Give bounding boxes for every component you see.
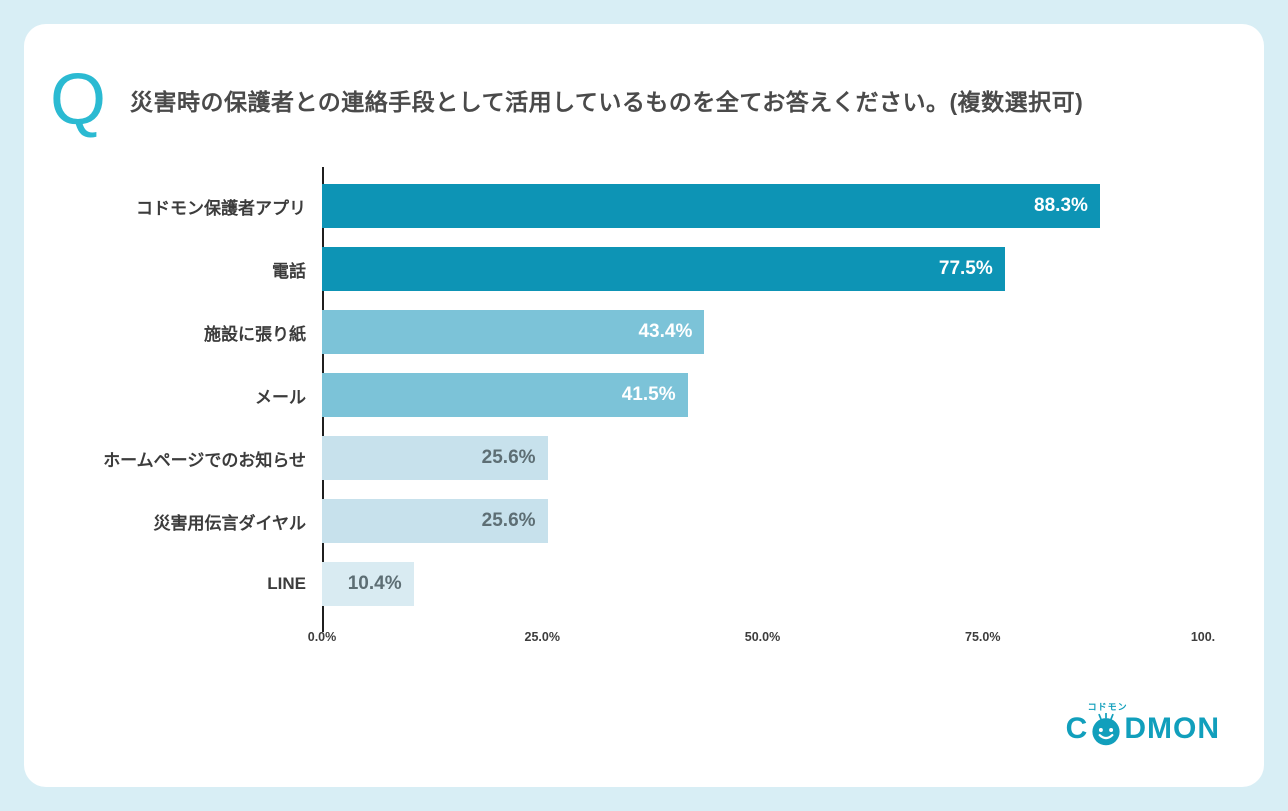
bar: 43.4%: [322, 310, 705, 355]
x-axis-ticks: 0.0% 25.0% 50.0% 75.0% 100.: [308, 628, 1215, 662]
bar-value-label: 25.6%: [481, 510, 536, 532]
x-tick-label: 0.0%: [307, 629, 337, 644]
x-tick-label: 75.0%: [965, 629, 1001, 644]
bar-value-label: 77.5%: [938, 258, 993, 280]
survey-card: Q 災害時の保護者との連絡手段として活用しているものを全てお答えください。(複数…: [24, 24, 1264, 787]
plot-cell: 25.6%: [322, 490, 1203, 553]
bar-value-label: 88.3%: [1034, 195, 1088, 217]
bar-chart: コドモン保護者アプリ 88.3% 電話 77.5% 施設に張り紙 43.4% メ…: [24, 166, 1264, 662]
chart-row: 施設に張り紙 43.4%: [24, 301, 1264, 364]
codmon-logo-text-dmon: DMON: [1124, 712, 1220, 745]
plot-cell: 25.6%: [322, 427, 1203, 490]
plot-cell: 77.5%: [322, 238, 1203, 301]
bar-category-label: ホームページでのお知らせ: [103, 450, 306, 470]
bar-category-label: 電話: [272, 261, 306, 281]
question-icon: Q: [50, 60, 107, 140]
bar-category-label: メール: [255, 387, 306, 407]
codmon-logo-kana: コドモン: [1087, 702, 1128, 712]
plot-cell: 10.4%: [322, 553, 1203, 616]
codmon-logo: コドモン C DMON: [1065, 702, 1220, 747]
chart-row: コドモン保護者アプリ 88.3%: [24, 175, 1264, 238]
bar-value-label: 25.6%: [481, 447, 536, 469]
x-tick-label: 50.0%: [744, 629, 781, 644]
plot-cell: 43.4%: [322, 301, 1203, 364]
bar-rows: コドモン保護者アプリ 88.3% 電話 77.5% 施設に張り紙 43.4% メ…: [24, 175, 1264, 616]
bar-value-label: 43.4%: [638, 321, 693, 343]
bar-category-label: コドモン保護者アプリ: [136, 198, 306, 218]
question-title: 災害時の保護者との連絡手段として活用しているものを全てお答えください。(複数選択…: [130, 89, 1084, 116]
bar-category-label: 災害用伝言ダイヤル: [153, 513, 307, 533]
chart-row: LINE 10.4%: [24, 553, 1264, 616]
bar: 25.6%: [322, 499, 548, 544]
chart-row: メール 41.5%: [24, 364, 1264, 427]
bar: 25.6%: [322, 436, 548, 481]
chart-row: ホームページでのお知らせ 25.6%: [24, 427, 1264, 490]
bar: 77.5%: [322, 247, 1005, 292]
codmon-face-icon: [1092, 713, 1120, 746]
bar: 10.4%: [322, 562, 414, 607]
bar-category-label: 施設に張り紙: [204, 324, 306, 344]
plot-cell: 41.5%: [322, 364, 1203, 427]
plot-cell: 88.3%: [322, 175, 1203, 238]
question-header: Q 災害時の保護者との連絡手段として活用しているものを全てお答えください。(複数…: [24, 24, 1264, 140]
bar: 88.3%: [322, 184, 1100, 229]
bar-value-label: 10.4%: [347, 573, 402, 595]
bar-value-label: 41.5%: [621, 384, 676, 406]
chart-row: 電話 77.5%: [24, 238, 1264, 301]
x-tick-label: 25.0%: [524, 629, 560, 644]
codmon-logo-text-c: C: [1065, 712, 1089, 745]
chart-row: 災害用伝言ダイヤル 25.6%: [24, 490, 1264, 553]
bar-category-label: LINE: [267, 574, 306, 594]
x-tick-label: 100.: [1190, 629, 1216, 644]
bar: 41.5%: [322, 373, 688, 418]
